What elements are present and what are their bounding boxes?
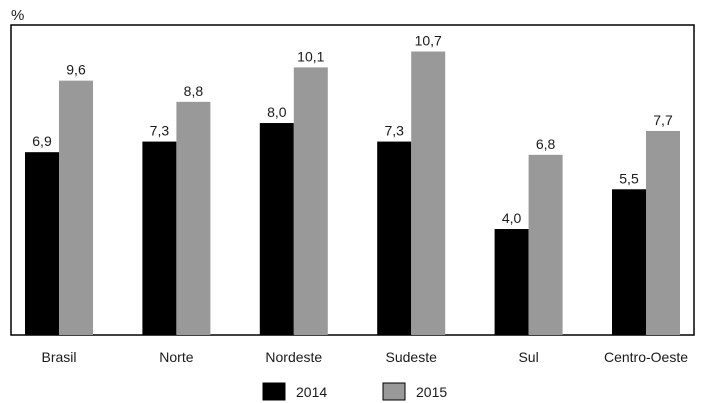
- value-label-brasil-2014: 6,9: [32, 133, 52, 149]
- bars-group: [25, 51, 680, 336]
- value-label-sudeste-2014: 7,3: [384, 123, 404, 139]
- bar-brasil-2014: [25, 152, 59, 335]
- bar-centro-oeste-2014: [612, 189, 646, 335]
- bar-sudeste-2015: [411, 51, 446, 335]
- bar-sul-2015: [528, 154, 563, 335]
- bar-norte-2014: [142, 141, 177, 335]
- legend: 2014 2015: [262, 382, 447, 401]
- x-tick-label-sul: Sul: [518, 349, 538, 365]
- value-label-centro-oeste-2014: 5,5: [619, 170, 639, 186]
- legend-label-2015: 2015: [416, 384, 447, 400]
- x-tick-label-sudeste: Sudeste: [386, 349, 438, 365]
- x-tick-label-nordeste: Nordeste: [265, 349, 322, 365]
- x-tick-label-brasil: Brasil: [41, 349, 76, 365]
- plot-area-frame: [10, 24, 695, 336]
- value-label-sudeste-2015: 10,7: [415, 32, 442, 48]
- value-labels-group: 6,9 9,6 7,3 8,8 8,0 10,1 7,3 10,7 4,0 6,8 5,5 7,7: [32, 32, 673, 226]
- value-label-centro-oeste-2015: 7,7: [653, 112, 673, 128]
- value-label-brasil-2015: 9,6: [66, 62, 86, 78]
- x-tick-labels-group: Brasil Norte Nordeste Sudeste Sul Centro-Oest…: [41, 349, 688, 365]
- x-tick-label-centro-oeste: Centro-Oeste: [604, 349, 688, 365]
- legend-swatch-2014: [262, 382, 286, 401]
- bar-nordeste-2015: [293, 67, 328, 336]
- bar-sul-2014: [494, 229, 529, 335]
- legend-label-2014: 2014: [296, 384, 327, 400]
- value-label-nordeste-2014: 8,0: [267, 104, 287, 120]
- bar-norte-2015: [176, 101, 211, 335]
- bar-brasil-2015: [59, 80, 93, 336]
- bar-sudeste-2014: [377, 141, 412, 335]
- value-label-sul-2015: 6,8: [536, 136, 556, 152]
- value-label-norte-2015: 8,8: [184, 83, 204, 99]
- value-label-sul-2014: 4,0: [502, 210, 522, 226]
- value-label-nordeste-2015: 10,1: [297, 48, 324, 64]
- bar-centro-oeste-2015: [646, 130, 680, 335]
- x-tick-label-norte: Norte: [159, 349, 193, 365]
- value-label-norte-2014: 7,3: [150, 123, 170, 139]
- legend-swatch-2015: [382, 382, 406, 401]
- bar-nordeste-2014: [259, 123, 294, 336]
- y-axis-label: %: [11, 7, 24, 24]
